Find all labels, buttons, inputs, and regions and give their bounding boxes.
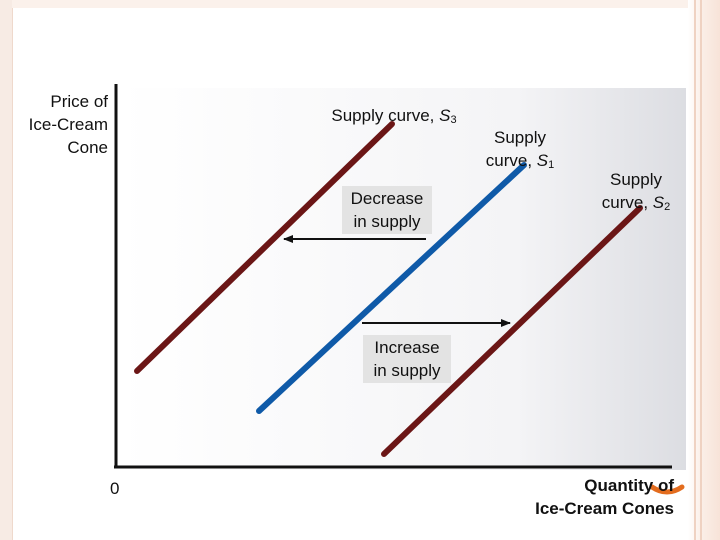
y-axis-label: Price of Ice-Cream Cone	[28, 92, 108, 157]
origin-label: 0	[110, 479, 120, 498]
slide-right-border	[688, 0, 720, 540]
slide-left-border	[0, 0, 13, 540]
increase-in-supply-label: Increase in supply	[363, 335, 451, 383]
slide-top-band	[12, 0, 688, 8]
x-axis-label: Quantity of Ice-Cream Cones	[535, 476, 674, 518]
supply-curve-s2	[381, 205, 643, 457]
supply-curve-s3	[134, 121, 395, 374]
supply-curve-s2-label: Supply curve, S2	[601, 170, 671, 213]
supply-curve-s1-label: Supply curve, S1	[485, 128, 555, 171]
supply-curve-s3-label: Supply curve, S3	[331, 106, 457, 126]
supply-curve-s1	[256, 162, 527, 414]
decrease-in-supply-label: Decrease in supply	[342, 186, 432, 234]
orange-accent-mark	[649, 484, 685, 495]
